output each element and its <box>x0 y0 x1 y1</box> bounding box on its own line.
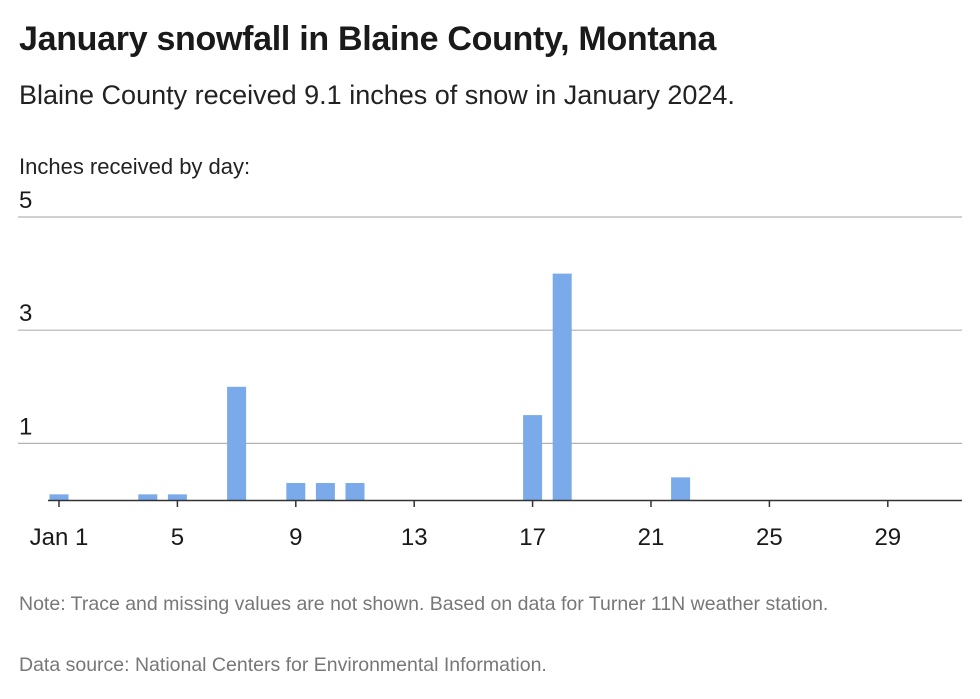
chart-subtitle: Blaine County received 9.1 inches of sno… <box>19 80 735 110</box>
data-source: Data source: National Centers for Enviro… <box>19 654 547 676</box>
x-tick-label-13: 13 <box>401 524 428 551</box>
x-tick-label-25: 25 <box>756 524 783 551</box>
chart-title: January snowfall in Blaine County, Monta… <box>19 20 717 58</box>
x-tick-label-29: 29 <box>874 524 901 551</box>
bar-day-9 <box>286 483 306 500</box>
bar-day-4 <box>138 494 158 500</box>
y-axis-label: Inches received by day: <box>19 154 251 179</box>
y-tick-label-5: 5 <box>19 187 32 214</box>
x-tick-label-5: 5 <box>171 524 184 551</box>
bar-day-18 <box>552 273 572 500</box>
x-tick-label-21: 21 <box>638 524 665 551</box>
y-tick-label-3: 3 <box>19 300 32 327</box>
x-tick-label-1: Jan 1 <box>30 524 89 551</box>
bar-day-10 <box>315 483 335 500</box>
bar-day-1 <box>49 494 69 500</box>
bar-day-5 <box>167 494 187 500</box>
bar-day-17 <box>523 415 543 500</box>
bar-day-7 <box>227 386 247 500</box>
gridlines <box>18 216 962 444</box>
bar-day-22 <box>671 477 691 500</box>
bar-day-11 <box>345 483 365 500</box>
x-tick-label-17: 17 <box>519 524 546 551</box>
bars <box>49 273 691 500</box>
y-tick-label-1: 1 <box>19 413 32 440</box>
x-tick-label-9: 9 <box>289 524 302 551</box>
chart-note: Note: Trace and missing values are not s… <box>19 593 829 615</box>
